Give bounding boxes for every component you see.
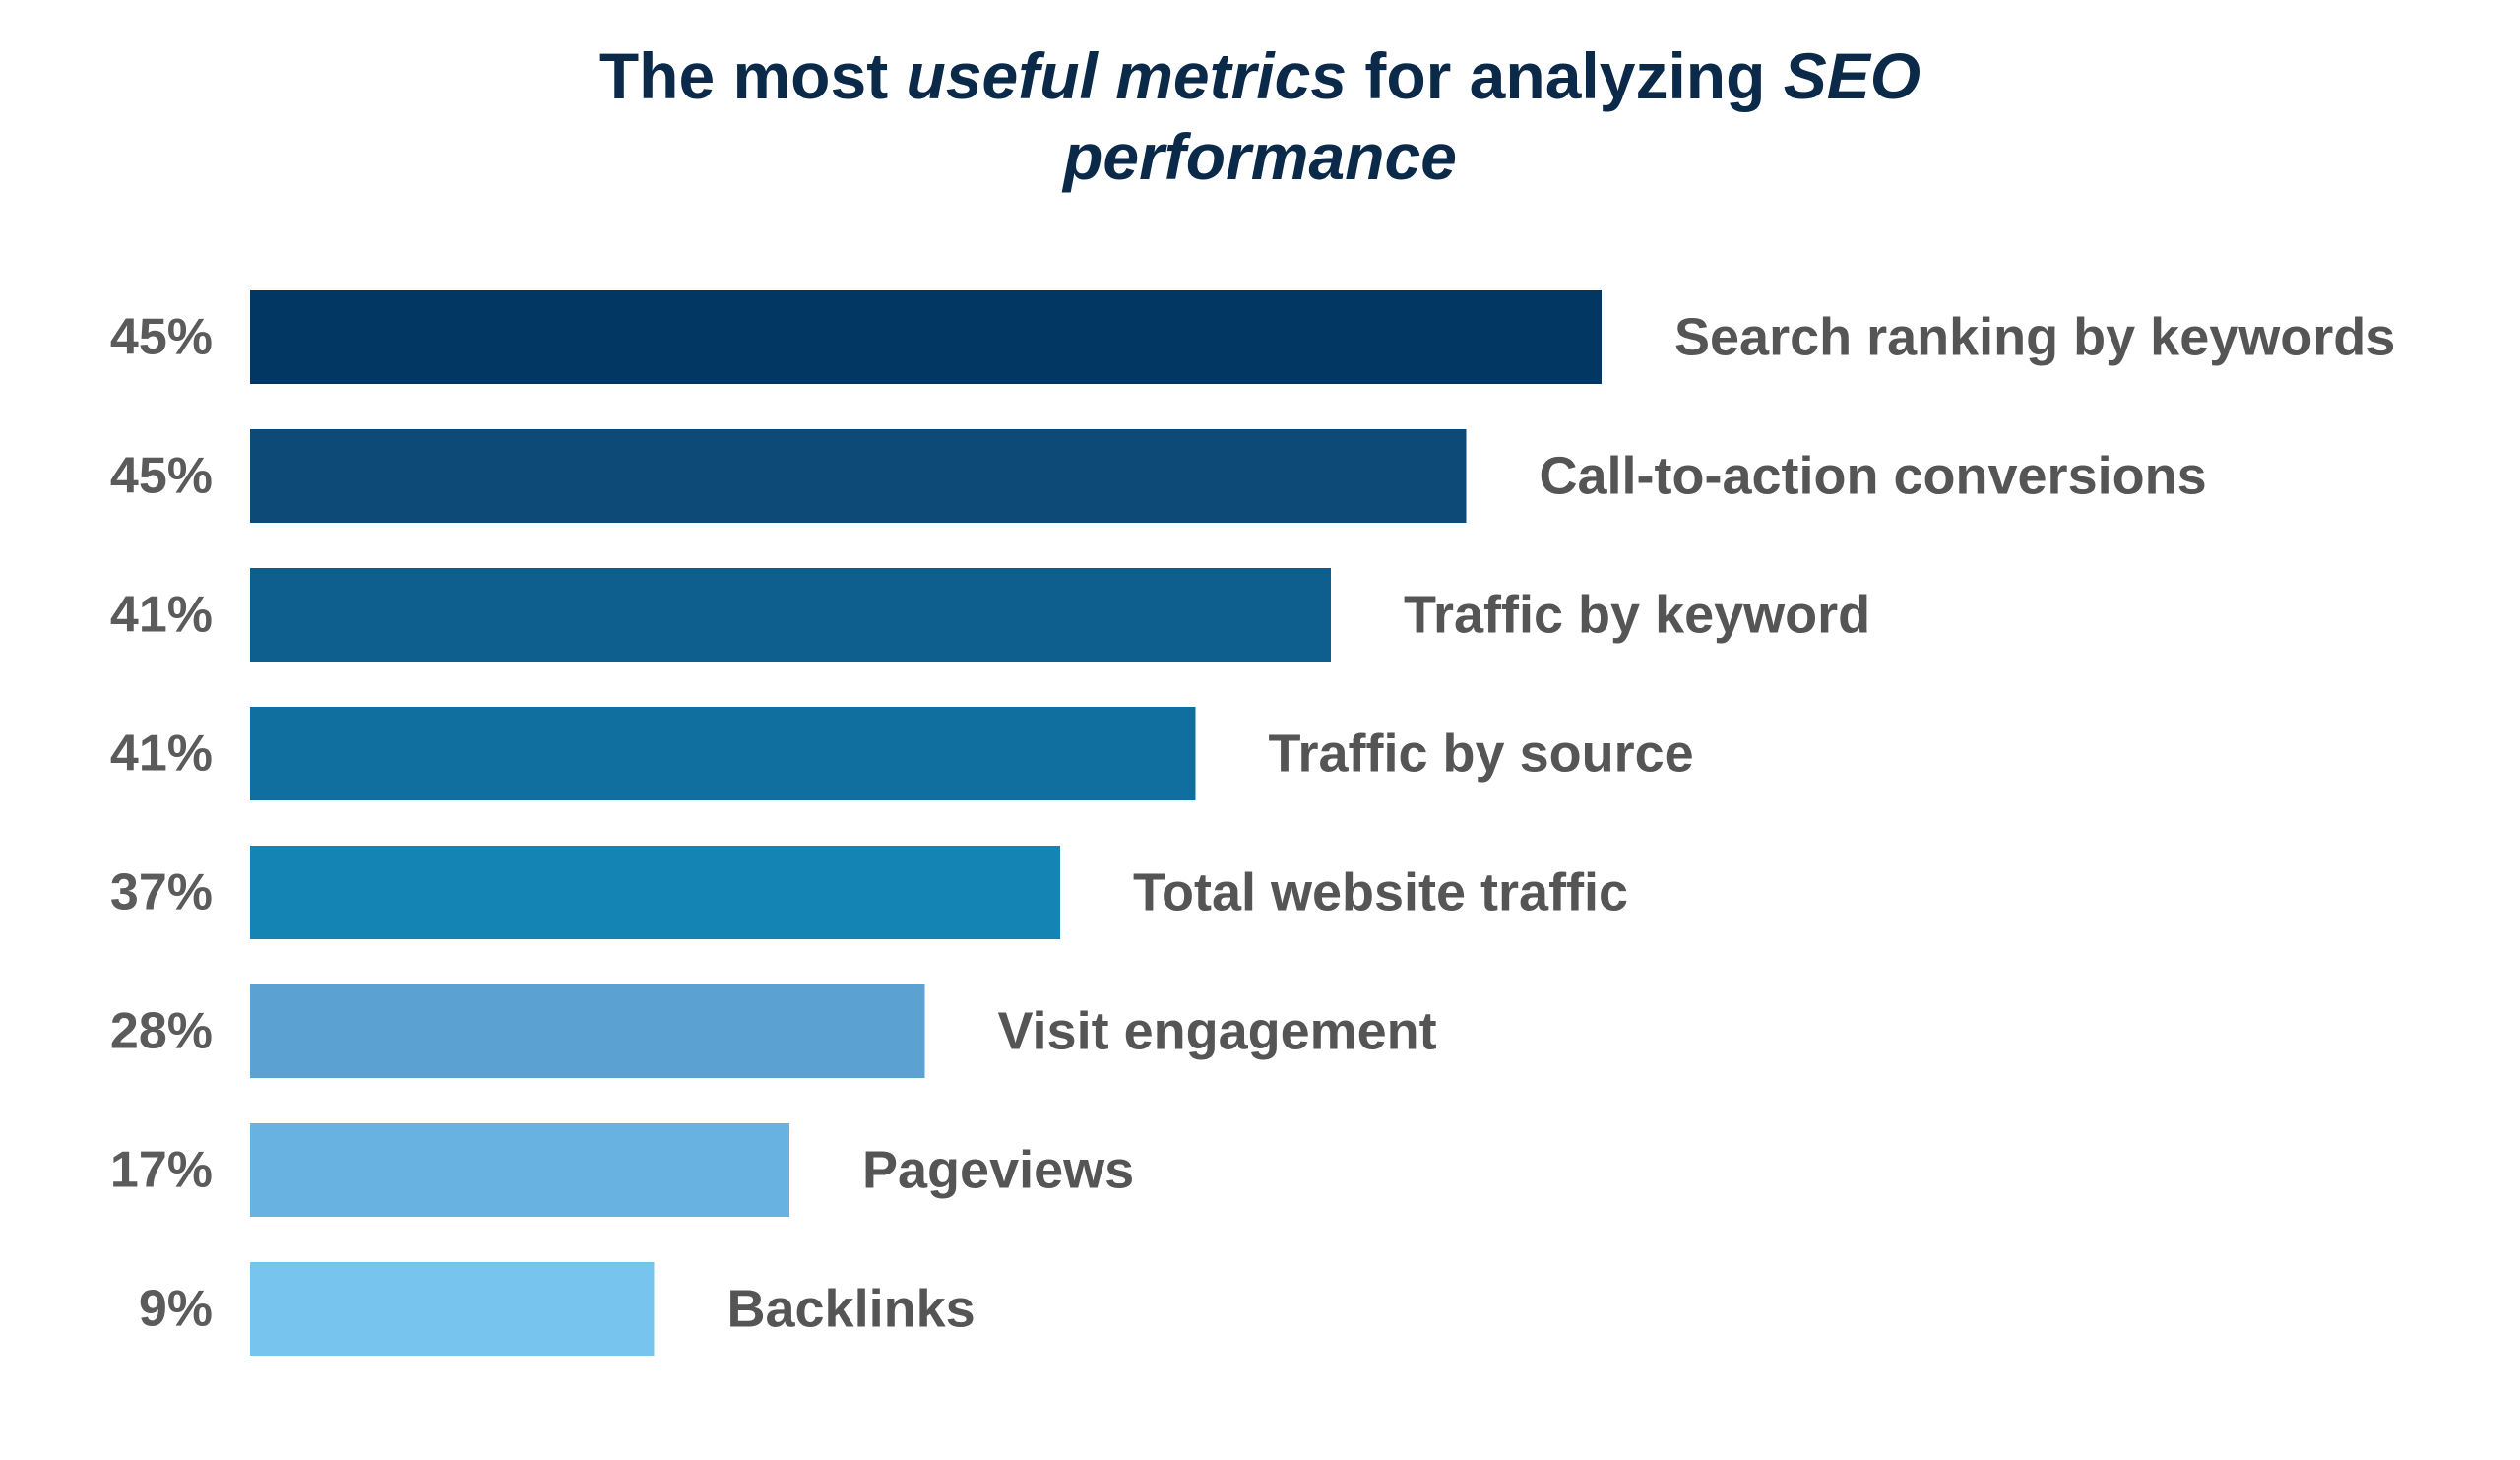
bar-3 — [250, 568, 1331, 662]
category-label-8: Backlinks — [727, 1280, 976, 1339]
category-label-6: Visit engagement — [998, 1002, 1437, 1061]
category-label-1: Search ranking by keywords — [1674, 308, 2395, 367]
bar-6 — [250, 984, 925, 1078]
chart-title-line-1: The most useful metrics for analyzing SE… — [0, 35, 2520, 116]
value-label-2: 45% — [110, 448, 213, 505]
bar-1 — [250, 290, 1602, 384]
bar-8 — [250, 1262, 655, 1356]
value-label-5: 37% — [110, 864, 213, 921]
category-label-7: Pageviews — [862, 1141, 1134, 1200]
value-label-1: 45% — [110, 309, 213, 366]
title-part-5: performance — [1063, 120, 1457, 193]
category-label-2: Call-to-action conversions — [1540, 447, 2207, 506]
category-label-5: Total website traffic — [1133, 863, 1628, 922]
value-label-4: 41% — [110, 726, 213, 783]
title-part-1: The most — [598, 39, 907, 112]
value-label-7: 17% — [110, 1142, 213, 1199]
title-part-4: SEO — [1783, 39, 1922, 112]
value-label-8: 9% — [139, 1281, 213, 1338]
value-label-3: 41% — [110, 587, 213, 644]
bar-4 — [250, 707, 1196, 800]
title-part-2: useful metrics — [906, 39, 1348, 112]
bar-2 — [250, 429, 1467, 523]
chart-title: The most useful metrics for analyzing SE… — [0, 35, 2520, 197]
bar-5 — [250, 846, 1060, 939]
value-label-6: 28% — [110, 1003, 213, 1060]
title-part-3: for analyzing — [1347, 39, 1784, 112]
bar-7 — [250, 1123, 789, 1217]
category-label-3: Traffic by keyword — [1404, 586, 1870, 645]
category-label-4: Traffic by source — [1269, 725, 1694, 784]
